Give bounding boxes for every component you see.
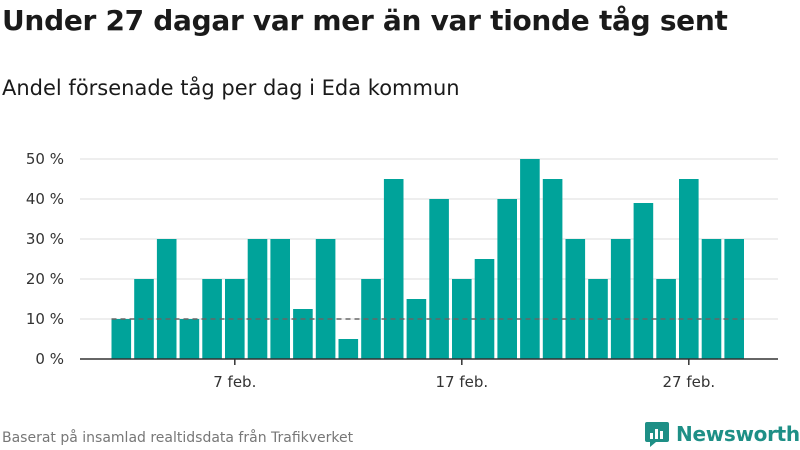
bar bbox=[338, 339, 359, 359]
bar bbox=[679, 179, 699, 359]
bar bbox=[293, 309, 313, 359]
bar bbox=[406, 299, 427, 359]
bar bbox=[452, 279, 472, 359]
bar bbox=[361, 279, 381, 359]
chart-subtitle: Andel försenade tåg per dag i Eda kommun bbox=[2, 76, 460, 100]
bar bbox=[474, 259, 495, 359]
bar bbox=[701, 239, 722, 359]
newsworthy-logo-text: Newsworthy bbox=[676, 422, 800, 446]
bar bbox=[247, 239, 268, 359]
x-tick-label: 27 feb. bbox=[662, 373, 715, 391]
y-tick-label: 50 % bbox=[26, 150, 64, 168]
y-tick-label: 0 % bbox=[35, 350, 64, 368]
y-tick-label: 10 % bbox=[26, 310, 64, 328]
y-tick-label: 30 % bbox=[26, 230, 64, 248]
bar bbox=[270, 239, 290, 359]
source-note: Baserat på insamlad realtidsdata från Tr… bbox=[2, 430, 354, 446]
bar bbox=[633, 203, 654, 359]
bar bbox=[156, 239, 177, 359]
bar bbox=[610, 239, 631, 359]
bar bbox=[520, 159, 540, 359]
bar bbox=[656, 279, 676, 359]
bar-chart: 0 % 10 % 20 % 30 % 40 % 50 % 7 feb. 17 feb. 27 f… bbox=[26, 150, 778, 391]
x-tick-label: 17 feb. bbox=[435, 373, 488, 391]
bar bbox=[179, 319, 200, 359]
bar bbox=[225, 279, 245, 359]
chart-title: Under 27 dagar var mer än var tionde tåg… bbox=[2, 4, 728, 37]
bar bbox=[383, 179, 404, 359]
x-tick-label: 7 feb. bbox=[213, 373, 256, 391]
bar bbox=[542, 179, 563, 359]
bar bbox=[497, 199, 517, 359]
bar bbox=[111, 319, 132, 359]
y-tick-label: 40 % bbox=[26, 190, 64, 208]
bar bbox=[724, 239, 744, 359]
bar bbox=[315, 239, 336, 359]
y-tick-label: 20 % bbox=[26, 270, 64, 288]
newsworthy-logo: Newsworthy bbox=[644, 420, 800, 448]
newsworthy-logo-icon bbox=[645, 422, 669, 447]
bar bbox=[429, 199, 449, 359]
bar bbox=[134, 279, 154, 359]
bar bbox=[565, 239, 586, 359]
